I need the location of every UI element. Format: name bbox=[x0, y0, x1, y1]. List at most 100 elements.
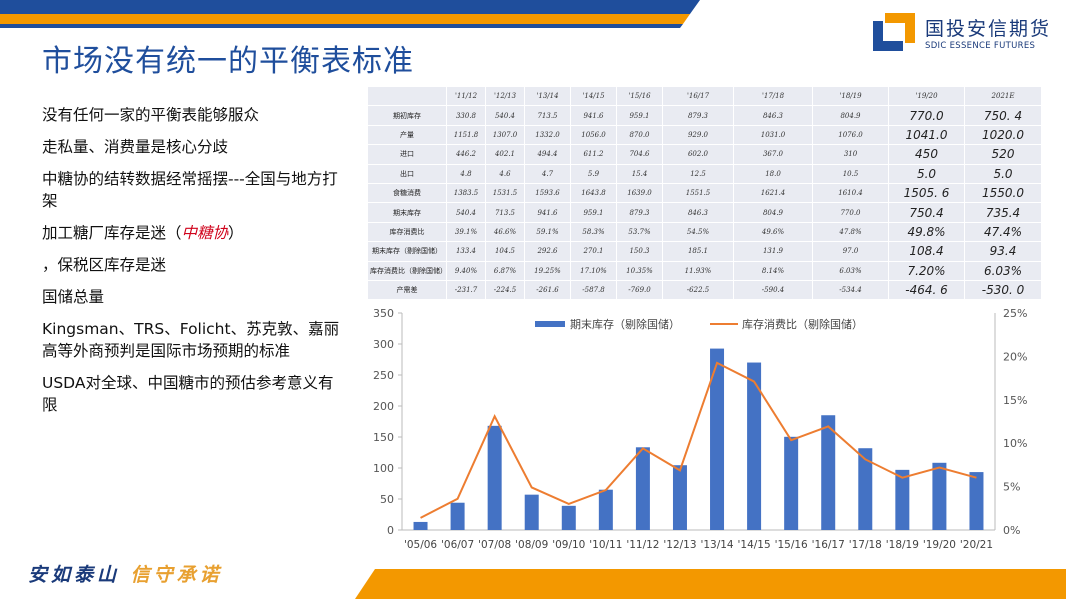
table-cell: 11.93% bbox=[663, 261, 733, 280]
table-cell: 735.4 bbox=[965, 203, 1041, 222]
column-header: '12/13 bbox=[486, 87, 524, 106]
table-cell: 1056.0 bbox=[571, 125, 616, 145]
table-cell: 959.1 bbox=[617, 106, 662, 125]
legend-label-line: 库存消费比（剔除国储） bbox=[742, 317, 863, 331]
x-tick-label: '16/17 bbox=[812, 539, 845, 551]
slogan-part1: 安如泰山 bbox=[28, 564, 121, 586]
table-cell: 49.8% bbox=[889, 222, 964, 242]
table-cell: 292.6 bbox=[525, 242, 570, 261]
table-cell: 1593.6 bbox=[525, 183, 570, 203]
inventory-chart: 0 50 100 150 200 250 300 350 0% 5% 10% 15% 20% 25% '05… bbox=[373, 307, 1027, 551]
table-cell: 270.1 bbox=[571, 242, 616, 261]
table-cell: 770.0 bbox=[889, 106, 964, 125]
table-cell: -530. 0 bbox=[965, 280, 1041, 300]
legend-label-bar: 期末库存（剔除国储） bbox=[570, 317, 680, 331]
x-tick-label: '17/18 bbox=[849, 539, 882, 551]
column-header: '11/12 bbox=[447, 87, 485, 106]
table-cell: 185.1 bbox=[663, 242, 733, 261]
bar bbox=[858, 448, 873, 530]
table-cell: 941.6 bbox=[525, 203, 570, 222]
table-cell: 1041.0 bbox=[889, 125, 964, 145]
x-tick-label: '07/08 bbox=[478, 539, 511, 551]
y2-tick-label: 0% bbox=[1003, 524, 1020, 537]
bar bbox=[450, 502, 465, 530]
table-cell: 704.6 bbox=[617, 145, 662, 164]
x-tick-label: '15/16 bbox=[775, 539, 808, 551]
row-label: 库存消费比 bbox=[368, 222, 446, 242]
bullet-item: ，保税区库存是迷 bbox=[42, 256, 167, 274]
table-cell: 10.35% bbox=[617, 261, 662, 280]
bullet-item: 没有任何一家的平衡表能够服众 bbox=[42, 106, 260, 124]
table-cell: 97.0 bbox=[813, 242, 888, 261]
table-cell: 1332.0 bbox=[525, 125, 570, 145]
table-cell: -590.4 bbox=[734, 280, 812, 300]
bar bbox=[672, 465, 687, 530]
table-cell: 54.5% bbox=[663, 222, 733, 242]
table-cell: 1643.8 bbox=[571, 183, 616, 203]
x-tick-label: '05/06 bbox=[404, 539, 437, 551]
table-cell: 450 bbox=[889, 145, 964, 164]
table-cell: 804.9 bbox=[734, 203, 812, 222]
footer-decoration bbox=[355, 569, 1066, 599]
highlight-text: 中糖协 bbox=[181, 224, 229, 242]
row-label: 食糖消费 bbox=[368, 183, 446, 203]
y-tick-label: 200 bbox=[373, 400, 394, 413]
table-cell: 330.8 bbox=[447, 106, 485, 125]
table-cell: 6.03% bbox=[813, 261, 888, 280]
table-cell: 1031.0 bbox=[734, 125, 812, 145]
table-cell: 929.0 bbox=[663, 125, 733, 145]
table-cell: 93.4 bbox=[965, 242, 1041, 261]
x-tick-label: '18/19 bbox=[886, 539, 919, 551]
table-cell: 750. 4 bbox=[965, 106, 1041, 125]
table-cell: 1151.8 bbox=[447, 125, 485, 145]
table-cell: 131.9 bbox=[734, 242, 812, 261]
table-row: 库存消费比 39.1% 46.6% 59.1% 58.3% 53.7% 54.5% 49.6%… bbox=[368, 222, 1041, 242]
bar bbox=[969, 472, 984, 530]
table-cell: 959.1 bbox=[571, 203, 616, 222]
x-tick-label: '08/09 bbox=[515, 539, 548, 551]
table-cell: 1383.5 bbox=[447, 183, 485, 203]
table-cell: 4.8 bbox=[447, 164, 485, 183]
logo-icon bbox=[873, 13, 915, 51]
table-cell: 1621.4 bbox=[734, 183, 812, 203]
slide-title: 市场没有统一的平衡表标准 bbox=[42, 44, 414, 79]
table-cell: -261.6 bbox=[525, 280, 570, 300]
table-row: 期末库存（剔除国储） 133.4 104.5 292.6 270.1 150.3 185.1… bbox=[368, 242, 1041, 261]
table-cell: 58.3% bbox=[571, 222, 616, 242]
table-row: 库存消费比（剔除国储） 9.40% 6.87% 19.25% 17.10% 10.35% 1… bbox=[368, 261, 1041, 280]
table-cell: 46.6% bbox=[486, 222, 524, 242]
table-cell: 713.5 bbox=[525, 106, 570, 125]
bar bbox=[635, 447, 650, 530]
bullet-item: 国储总量 bbox=[42, 288, 105, 306]
table-cell: 870.0 bbox=[617, 125, 662, 145]
x-tick-label: '14/15 bbox=[738, 539, 771, 551]
bar bbox=[747, 362, 762, 530]
y-tick-label: 150 bbox=[373, 431, 394, 444]
table-row: 期初库存 330.8 540.4 713.5 941.6 959.1 879.3 846.3 8… bbox=[368, 106, 1041, 125]
table-cell: 7.20% bbox=[889, 261, 964, 280]
table-cell: -534.4 bbox=[813, 280, 888, 300]
table-cell: 941.6 bbox=[571, 106, 616, 125]
table-cell: -224.5 bbox=[486, 280, 524, 300]
logo-name-cn: 国投安信期货 bbox=[925, 17, 1052, 40]
table-cell: 846.3 bbox=[734, 106, 812, 125]
header-decoration bbox=[0, 0, 700, 28]
row-label: 出口 bbox=[368, 164, 446, 183]
bullet-text: ） bbox=[228, 224, 244, 242]
bullet-item: Kingsman、TRS、Folicht、苏克敦、嘉丽高等外商预判是国际市场预期… bbox=[42, 320, 340, 360]
table-cell: 108.4 bbox=[889, 242, 964, 261]
table-cell: 446.2 bbox=[447, 145, 485, 164]
legend-swatch-bar bbox=[535, 321, 565, 327]
table-cell: 104.5 bbox=[486, 242, 524, 261]
table-cell: 750.4 bbox=[889, 203, 964, 222]
table-cell: 1610.4 bbox=[813, 183, 888, 203]
slogan-part2: 信守承诺 bbox=[130, 564, 223, 586]
table-row: 进口 446.2 402.1 494.4 611.2 704.6 602.0 367.0 310… bbox=[368, 145, 1041, 164]
table-cell: 1551.5 bbox=[663, 183, 733, 203]
column-header: '16/17 bbox=[663, 87, 733, 106]
table-cell: 1531.5 bbox=[486, 183, 524, 203]
y-tick-label: 0 bbox=[387, 524, 394, 537]
table-cell: 17.10% bbox=[571, 261, 616, 280]
row-label: 期初库存 bbox=[368, 106, 446, 125]
table-row: 期末库存 540.4 713.5 941.6 959.1 879.3 846.3 804.9 7… bbox=[368, 203, 1041, 222]
